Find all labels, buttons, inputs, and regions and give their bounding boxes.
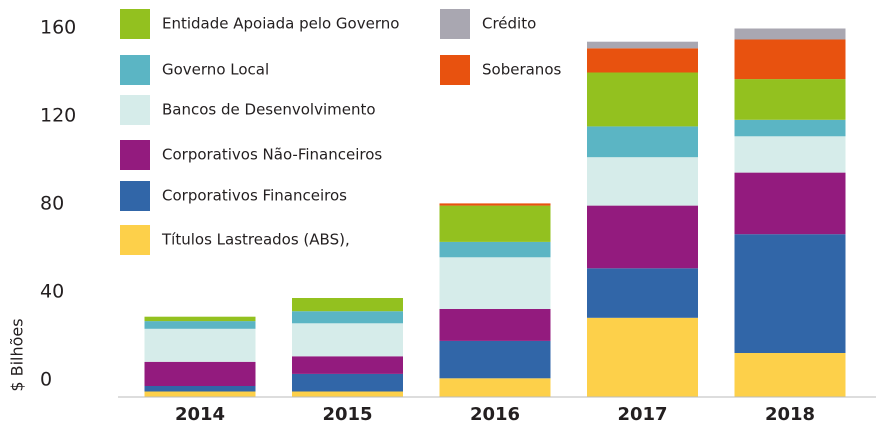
- bar-segment: [587, 157, 698, 206]
- x-tick-label: 2017: [617, 404, 667, 425]
- bar-segment: [144, 391, 256, 397]
- bar-segment: [734, 79, 846, 120]
- legend-swatch: [120, 95, 150, 125]
- legend-swatch: [120, 9, 150, 39]
- bar-segment: [587, 41, 698, 49]
- bar-segment: [292, 323, 403, 357]
- bar-segment: [734, 28, 846, 40]
- bar-segment: [292, 373, 403, 392]
- legend-label: Corporativos Financeiros: [162, 187, 347, 205]
- bar-segment: [734, 172, 846, 235]
- bar-segment: [439, 340, 551, 379]
- x-tick-label: 2018: [765, 404, 815, 425]
- y-tick-label: 160: [40, 17, 76, 39]
- bar-segment: [292, 298, 403, 312]
- legend-label: Corporativos Não-Financeiros: [162, 146, 382, 164]
- bar-segment: [734, 234, 846, 353]
- bar-segment: [144, 316, 256, 322]
- bar-segment: [587, 72, 698, 127]
- bar-segment: [587, 268, 698, 318]
- bar-segment: [587, 126, 698, 158]
- bar-segment: [144, 328, 256, 362]
- legend-swatch: [440, 55, 470, 85]
- bar-segment: [587, 48, 698, 73]
- legend-label: Crédito: [482, 15, 536, 33]
- bar-segment: [439, 309, 551, 341]
- bar-segment: [439, 203, 551, 206]
- bar-segment: [439, 205, 551, 242]
- y-tick-label: 80: [40, 193, 64, 215]
- bar-segment: [734, 136, 846, 173]
- y-tick-label: 40: [40, 281, 64, 303]
- bar-segment: [292, 356, 403, 374]
- legend-swatch: [120, 181, 150, 211]
- bar-segment: [144, 361, 256, 386]
- y-tick-label: 120: [40, 105, 76, 127]
- legend-label: Soberanos: [482, 61, 561, 79]
- bar-segment: [144, 386, 256, 392]
- bar-segment: [734, 39, 846, 80]
- bar-segment: [292, 311, 403, 324]
- legend-label: Bancos de Desenvolvimento: [162, 101, 376, 119]
- x-tick-label: 2014: [175, 404, 225, 425]
- x-tick-label: 2015: [322, 404, 372, 425]
- legend-label: Títulos Lastreados (ABS),: [161, 231, 350, 249]
- y-tick-label: 0: [40, 369, 52, 391]
- legend-label: Entidade Apoiada pelo Governo: [162, 15, 399, 33]
- legend-swatch: [120, 225, 150, 255]
- legend-swatch: [120, 55, 150, 85]
- legend-swatch: [440, 9, 470, 39]
- x-tick-label: 2016: [470, 404, 520, 425]
- bar-segment: [439, 241, 551, 258]
- bar-segment: [734, 119, 846, 137]
- bar-segment: [144, 321, 256, 329]
- bar-segment: [587, 317, 698, 397]
- bar-segment: [439, 257, 551, 309]
- bar-segment: [439, 378, 551, 397]
- bar-segment: [734, 353, 846, 397]
- legend-label: Governo Local: [162, 61, 269, 79]
- legend-swatch: [120, 140, 150, 170]
- bar-segment: [292, 391, 403, 397]
- y-axis-label: $ Bilhões: [8, 318, 27, 391]
- bar-segment: [587, 205, 698, 269]
